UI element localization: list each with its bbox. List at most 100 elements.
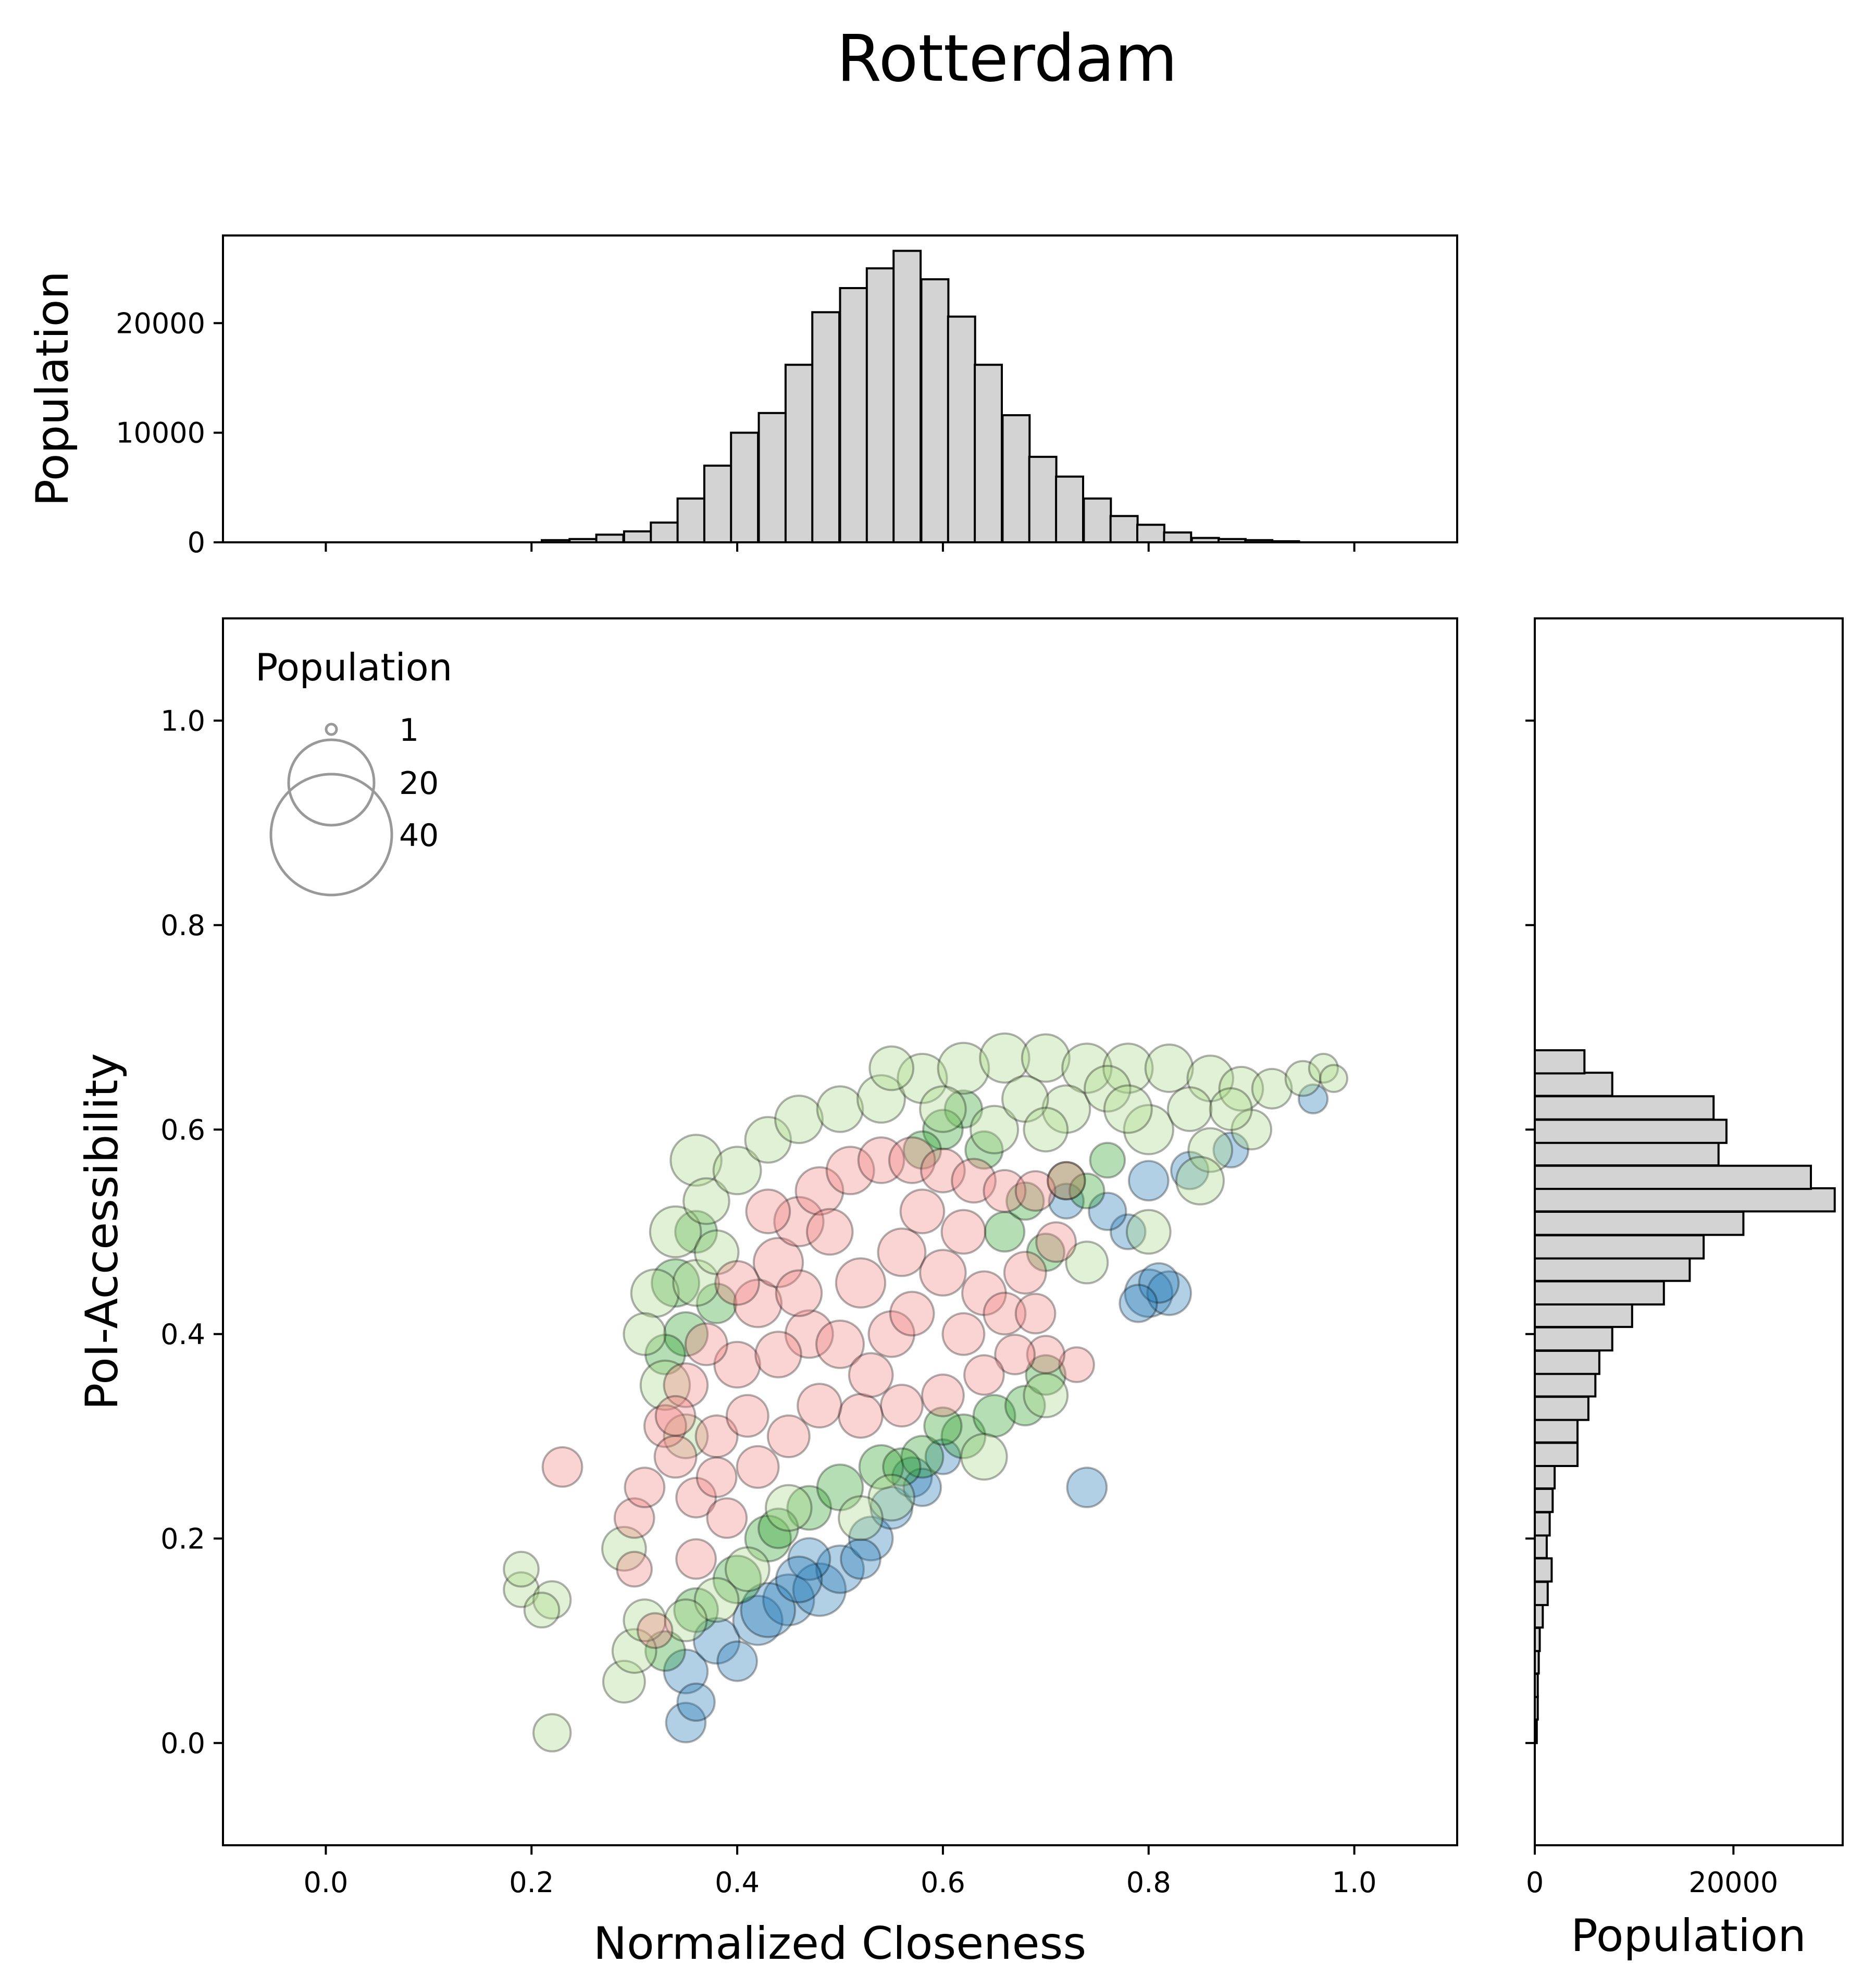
- scatter-point: [815, 1319, 865, 1369]
- scatter-point: [1103, 1084, 1153, 1134]
- scatter-point: [816, 1463, 864, 1511]
- top-histogram-bar: [865, 267, 895, 543]
- scatter-point: [983, 1291, 1027, 1336]
- scatter-point: [724, 1546, 771, 1593]
- scatter-point: [766, 1414, 811, 1458]
- top-y-tick-label: 10000: [116, 417, 205, 450]
- scatter-point: [651, 1258, 701, 1308]
- scatter-point: [765, 1484, 813, 1532]
- scatter-point: [736, 1445, 780, 1489]
- scatter-point: [639, 1359, 691, 1411]
- scatter-point: [867, 1474, 915, 1522]
- scatter-point: [616, 1550, 653, 1588]
- right-histogram-frame: [1534, 617, 1844, 1846]
- scatter-point: [1048, 1183, 1085, 1220]
- scatter-point: [877, 1227, 927, 1277]
- scatter-point: [941, 1312, 986, 1356]
- top-y-tick-label: 0: [188, 526, 205, 559]
- right-histogram-bar: [1534, 1372, 1597, 1398]
- top-histogram-bar: [974, 364, 1003, 543]
- scatter-plot: 0.0 0.2 0.4 0.6 0.8 1.0 0.0 0.2 0.4 0.6 0.8 1.0 Nor…: [76, 617, 1458, 1970]
- scatter-point: [882, 1447, 922, 1487]
- scatter-ticks: 0.0 0.2 0.4 0.6 0.8 1.0 0.0 0.2 0.4 0.6 0.8 1.0: [160, 704, 1376, 1899]
- scatter-point: [1001, 1075, 1049, 1123]
- scatter-point: [613, 1497, 655, 1539]
- scatter-point: [541, 1446, 583, 1488]
- top-histogram-bar: [1028, 455, 1058, 544]
- scatter-point: [960, 1433, 1008, 1481]
- scatter-point: [672, 1259, 720, 1307]
- scatter-point: [879, 1384, 924, 1428]
- cluster-blue: [663, 1083, 1329, 1744]
- right-histogram-bar: [1534, 1581, 1549, 1606]
- top-histogram-bar: [595, 533, 625, 544]
- scatter-point: [900, 1435, 945, 1479]
- legend-title: Population: [255, 645, 452, 689]
- right-histogram-bar: [1534, 1464, 1556, 1490]
- scatter-point: [693, 1577, 740, 1623]
- scatter-point: [503, 1550, 540, 1588]
- scatter-point: [787, 1537, 831, 1581]
- scatter-point: [1186, 1054, 1234, 1102]
- right-x-tick-label: 20000: [1688, 1866, 1778, 1899]
- scatter-point: [714, 1260, 760, 1306]
- top-y-tick-label: 20000: [116, 307, 205, 340]
- scatter-point: [1123, 1104, 1175, 1155]
- legend-label: 1: [399, 712, 419, 749]
- cluster-lightgreen: [503, 1032, 1349, 1753]
- scatter-point: [653, 1435, 698, 1479]
- scatter-point: [816, 1085, 864, 1133]
- right-histogram-bar: [1534, 1141, 1720, 1167]
- right-histogram-bar: [1534, 1557, 1553, 1583]
- scatter-point: [665, 1701, 707, 1744]
- scatter-points: [503, 1032, 1349, 1753]
- scatter-point: [1061, 1042, 1113, 1094]
- top-histogram-bar: [757, 412, 787, 543]
- scatter-point: [1014, 1170, 1057, 1212]
- right-histogram-ticks: 0 20000: [1525, 719, 1778, 1899]
- scatter-point: [712, 1555, 762, 1605]
- scatter-point: [773, 1196, 825, 1248]
- scatter-point: [1119, 1284, 1158, 1323]
- top-histogram-bar: [947, 315, 976, 543]
- scatter-point: [838, 1393, 884, 1439]
- scatter-point: [623, 1598, 667, 1643]
- scatter-point: [1144, 1043, 1194, 1093]
- scatter-point: [1218, 1065, 1264, 1112]
- scatter-point: [1047, 1161, 1086, 1201]
- top-histogram-bar: [1109, 515, 1139, 543]
- scatter-point: [1166, 1086, 1213, 1132]
- y-tick-label: 1.0: [160, 704, 205, 737]
- scatter-point: [891, 1456, 933, 1498]
- scatter-point: [503, 1571, 540, 1608]
- legend-entries: 1 20 40: [269, 712, 439, 897]
- scatter-point: [1284, 1060, 1322, 1097]
- scatter-xlabel: Normalized Closeness: [593, 1918, 1086, 1970]
- legend-marker: [325, 723, 338, 736]
- scatter-point: [848, 1515, 894, 1562]
- top-histogram-bar: [892, 250, 922, 543]
- scatter-point: [825, 1146, 875, 1196]
- scatter-point: [1209, 1087, 1253, 1131]
- scatter-point: [636, 1612, 674, 1649]
- scatter-point: [601, 1526, 647, 1572]
- scatter-point: [924, 1438, 962, 1475]
- scatter-point: [1088, 1191, 1127, 1232]
- scatter-point: [643, 1404, 687, 1448]
- scatter-point: [902, 1468, 942, 1507]
- scatter-point: [937, 1041, 990, 1095]
- scatter-point: [675, 1476, 717, 1519]
- scatter-point: [921, 1373, 965, 1418]
- scatter-point: [1175, 1155, 1225, 1206]
- scatter-point: [961, 1270, 1007, 1316]
- scatter-point: [806, 1208, 854, 1256]
- right-histogram-bar: [1534, 1211, 1745, 1236]
- right-histogram-bar: [1534, 1119, 1728, 1144]
- cluster-red: [541, 1136, 1095, 1649]
- scatter-point: [733, 1278, 783, 1328]
- scatter-point: [897, 1052, 948, 1104]
- right-x-tick-label: 0: [1526, 1866, 1544, 1899]
- right-histogram-bar: [1534, 1418, 1579, 1444]
- scatter-point: [970, 1104, 1020, 1154]
- scatter-point: [1125, 1209, 1172, 1255]
